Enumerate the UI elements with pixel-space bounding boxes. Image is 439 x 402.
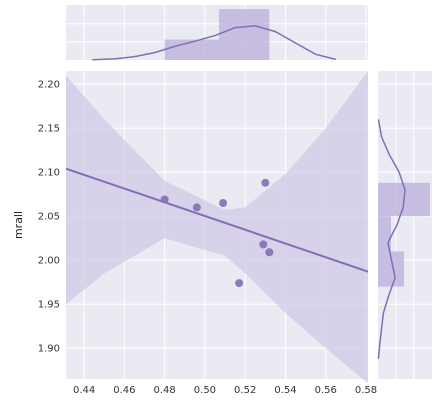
scatter-point xyxy=(219,199,228,207)
top-marginal-panel xyxy=(66,5,368,61)
scatter-point xyxy=(235,279,244,288)
scatter-point xyxy=(265,248,274,257)
x-tick-label: 0.54 xyxy=(274,385,296,396)
x-axis-ticks: 0.44 0.46 0.48 0.50 0.52 0.54 0.56 0.58 xyxy=(73,385,377,396)
y-axis-label: mrall xyxy=(12,211,25,239)
y-tick-label: 1.90 xyxy=(38,344,60,355)
y-tick-label: 2.05 xyxy=(38,212,60,223)
x-tick-label: 0.50 xyxy=(194,385,216,396)
scatter-points xyxy=(160,178,274,288)
right-marginal-panel xyxy=(377,71,432,379)
confidence-band xyxy=(66,71,368,384)
top-kde-curve xyxy=(92,25,336,61)
y-tick-label: 1.95 xyxy=(38,300,60,311)
main-scatter-panel xyxy=(65,71,369,384)
top-histogram-bar xyxy=(164,39,220,60)
x-tick-label: 0.46 xyxy=(113,385,135,396)
y-tick-label: 2.10 xyxy=(38,168,60,179)
x-tick-label: 0.58 xyxy=(355,385,377,396)
regression-line xyxy=(65,167,369,273)
scatter-point xyxy=(259,240,268,249)
x-tick-label: 0.52 xyxy=(234,385,256,396)
scatter-point xyxy=(261,178,270,187)
top-histogram-bar xyxy=(219,9,270,60)
y-axis-ticks: 1.90 1.95 2.00 2.05 2.10 2.15 2.20 xyxy=(38,80,60,355)
x-tick-label: 0.44 xyxy=(73,385,95,396)
scatter-point xyxy=(192,203,201,212)
x-tick-label: 0.48 xyxy=(154,385,176,396)
scatter-point xyxy=(160,195,169,204)
right-kde-curve xyxy=(377,119,406,359)
right-marginal-grid xyxy=(378,71,432,379)
y-tick-label: 2.20 xyxy=(38,80,60,91)
y-tick-label: 2.15 xyxy=(38,124,60,135)
y-tick-label: 2.00 xyxy=(38,256,60,267)
x-tick-label: 0.56 xyxy=(315,385,337,396)
top-histogram xyxy=(164,9,270,60)
